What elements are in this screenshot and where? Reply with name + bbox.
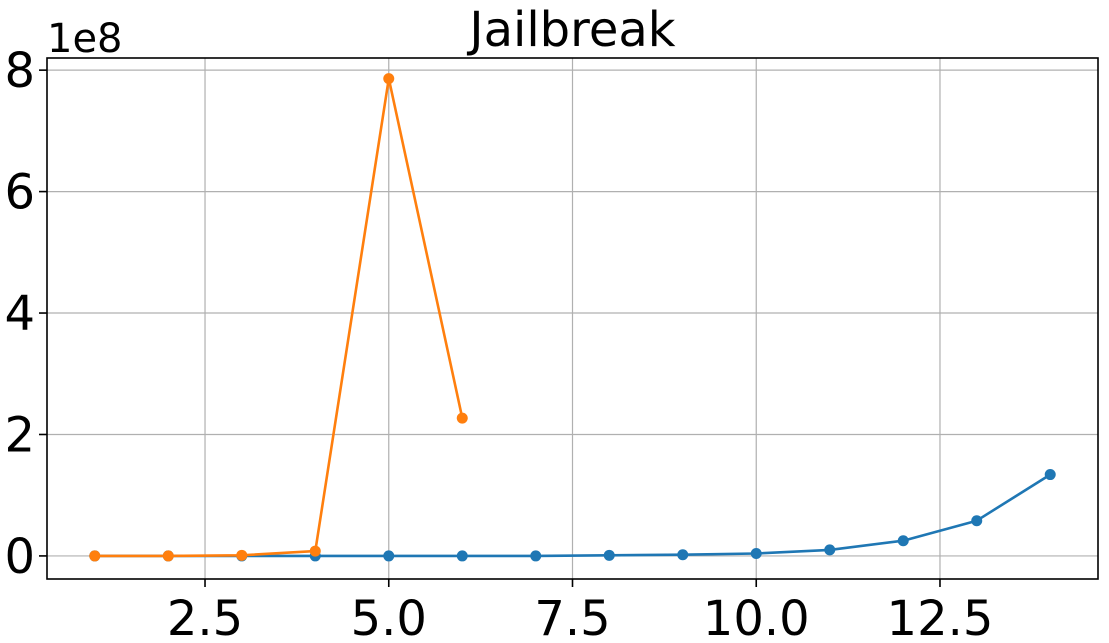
- x-tick-label: 7.5: [534, 591, 610, 643]
- data-point: [677, 549, 689, 561]
- y-axis-offset-label: 1e8: [47, 16, 123, 62]
- series-line: [94, 77, 464, 558]
- data-point: [1044, 469, 1056, 481]
- y-tick-label: 0: [4, 529, 35, 585]
- x-tick-label: 5.0: [351, 591, 427, 643]
- data-point: [309, 545, 321, 557]
- data-point: [89, 550, 101, 562]
- grid-lines: [47, 58, 1098, 579]
- data-point: [383, 73, 395, 85]
- data-point: [162, 550, 174, 562]
- data-point: [750, 547, 762, 559]
- y-tick-label: 6: [4, 165, 35, 221]
- data-point: [971, 515, 983, 527]
- x-tick-label: 2.5: [167, 591, 243, 643]
- axis-ticks: 2.5 5.0 7.5 10.0 12.5 0 2 4 6 8: [4, 43, 993, 643]
- series-2: [89, 73, 468, 562]
- data-point: [897, 535, 909, 547]
- data-point: [824, 544, 836, 556]
- y-tick-label: 4: [4, 286, 35, 342]
- data-point: [236, 549, 248, 561]
- data-point: [383, 550, 395, 562]
- chart-title: Jailbreak: [466, 2, 675, 58]
- data-point: [456, 550, 468, 562]
- x-tick-label: 12.5: [887, 591, 994, 643]
- series-layer: [89, 73, 1056, 562]
- data-point: [530, 550, 542, 562]
- y-tick-label: 2: [4, 407, 35, 463]
- data-point: [603, 549, 615, 561]
- x-tick-label: 10.0: [703, 591, 810, 643]
- y-tick-label: 8: [4, 43, 35, 99]
- data-point: [456, 412, 468, 424]
